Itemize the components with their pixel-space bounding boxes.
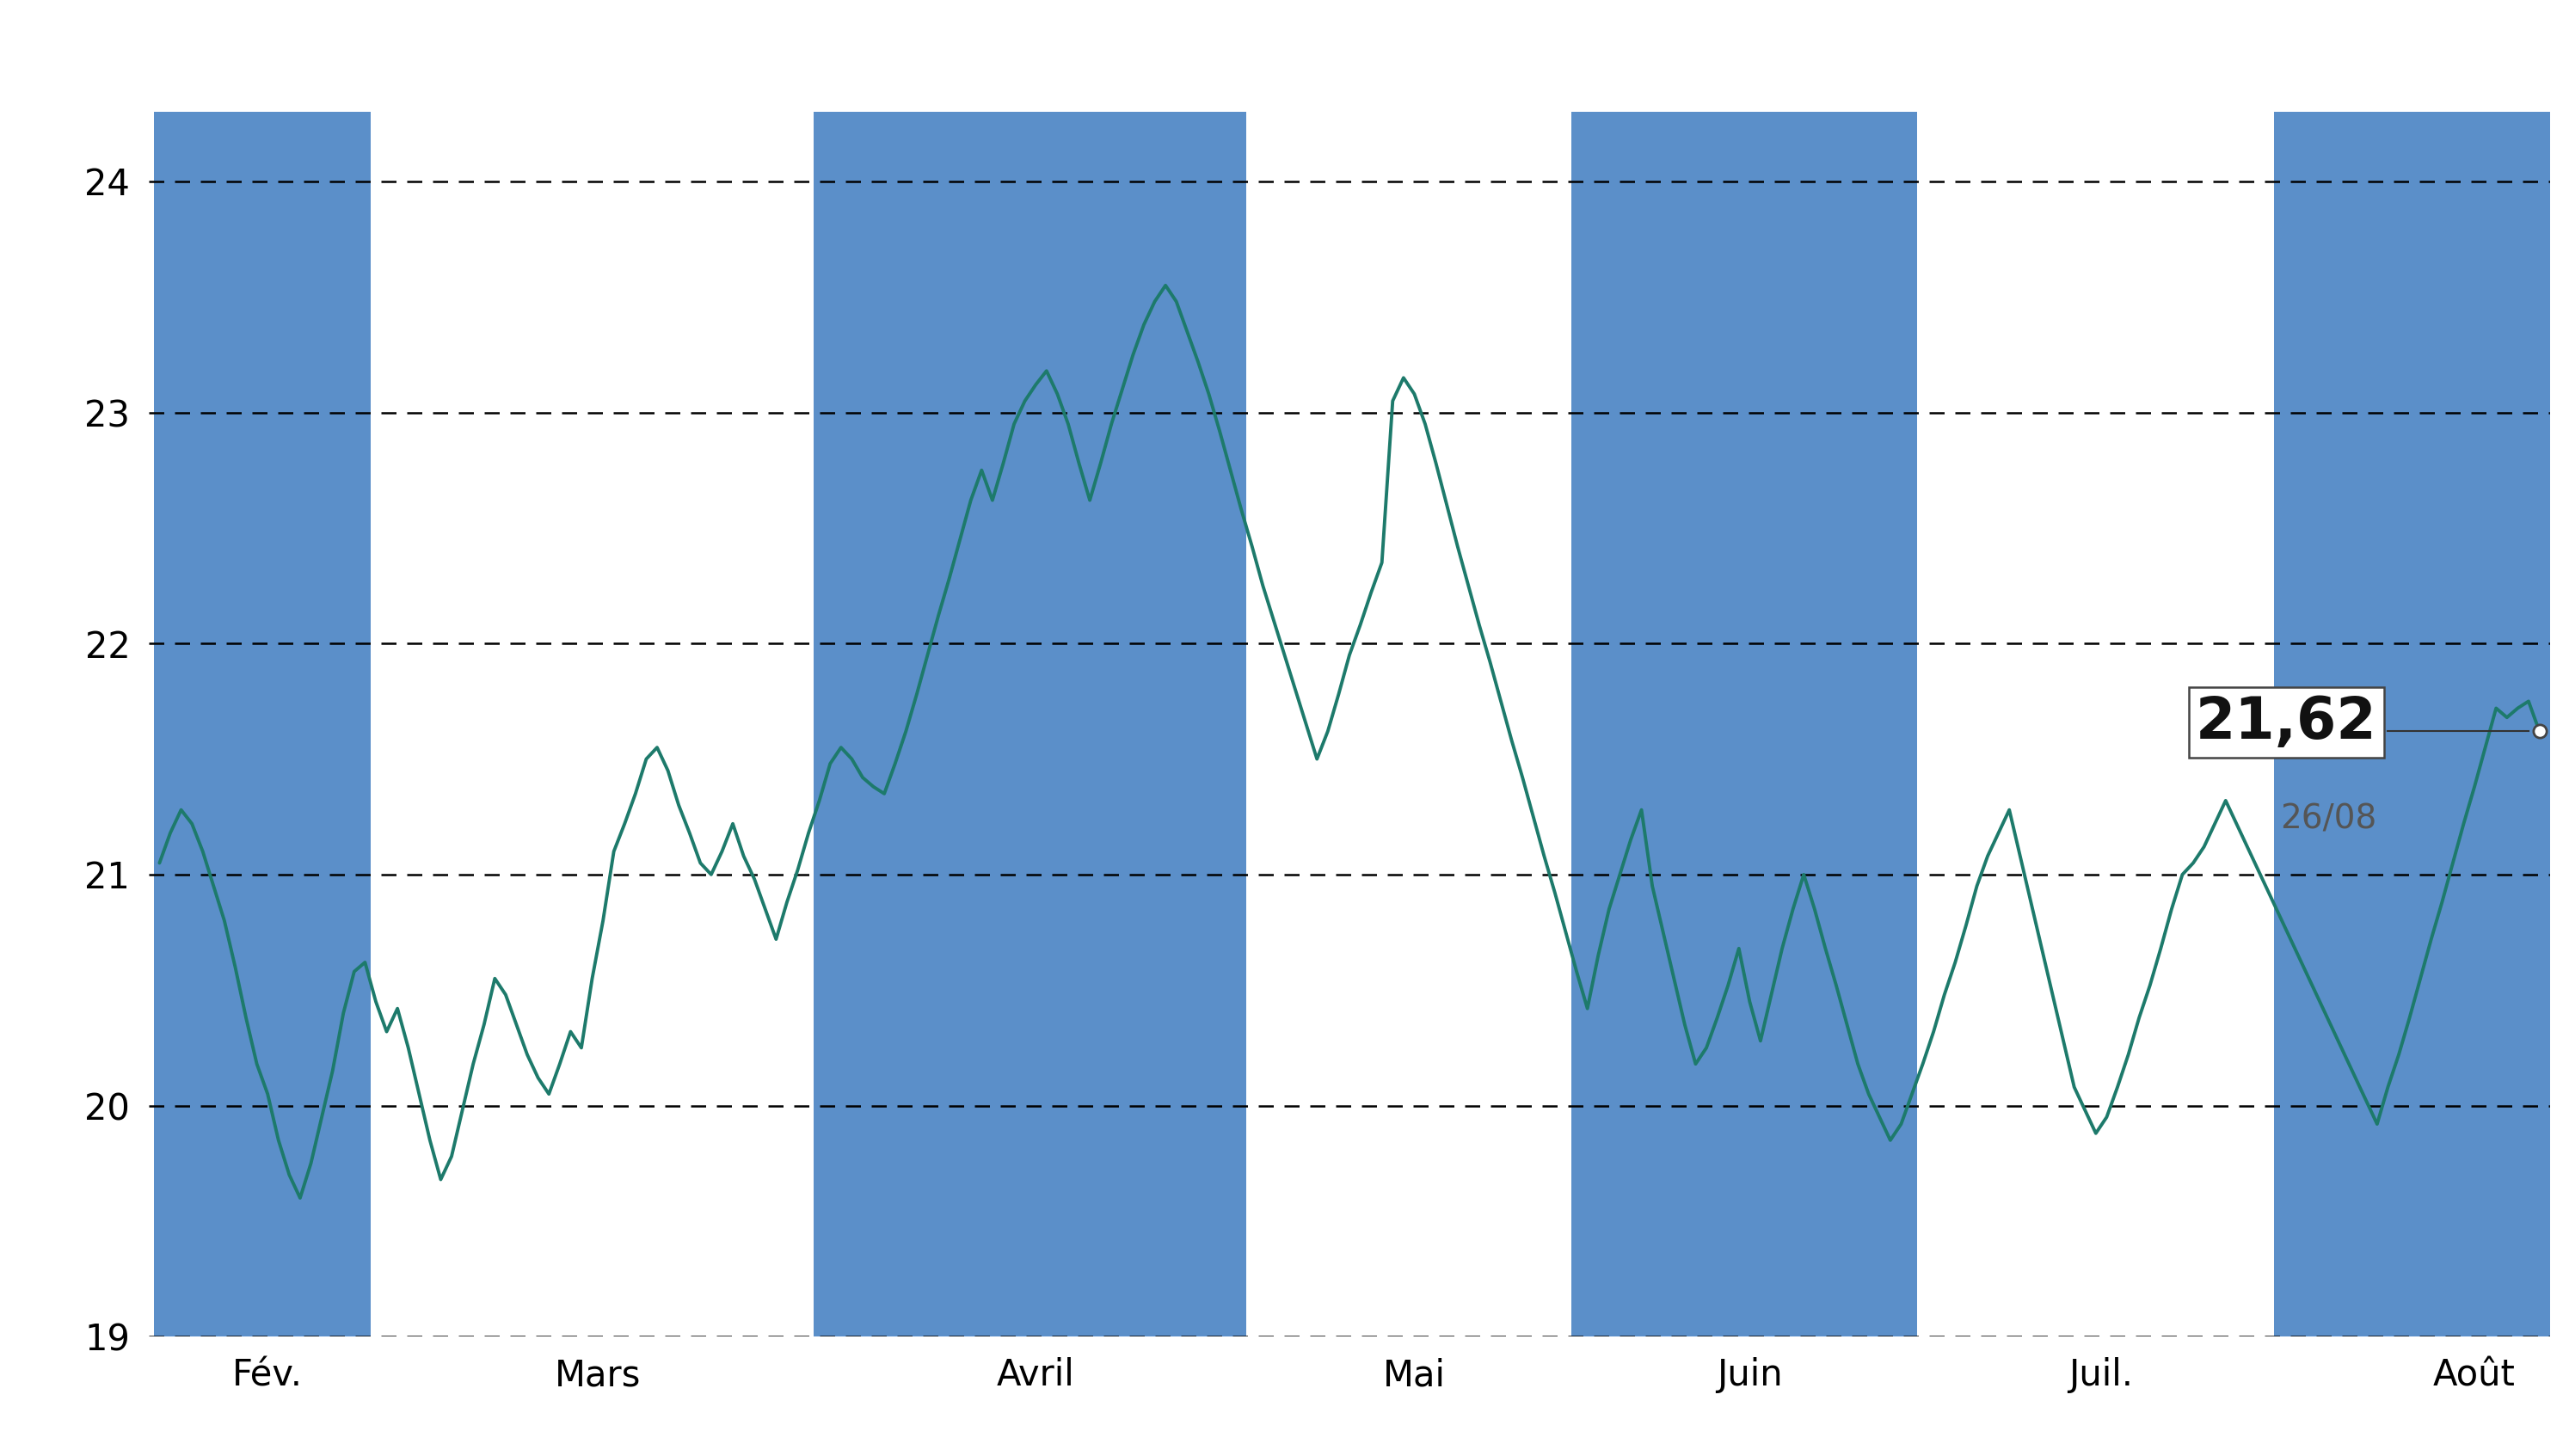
Text: 21,62: 21,62 (2196, 693, 2376, 750)
Bar (815, 112, 1246, 1337)
Text: 26/08: 26/08 (2281, 802, 2376, 836)
Bar (154, 112, 372, 1337)
Bar (2273, 112, 2563, 1337)
Text: ELIS: ELIS (1184, 6, 1379, 84)
Bar (1571, 112, 1917, 1337)
